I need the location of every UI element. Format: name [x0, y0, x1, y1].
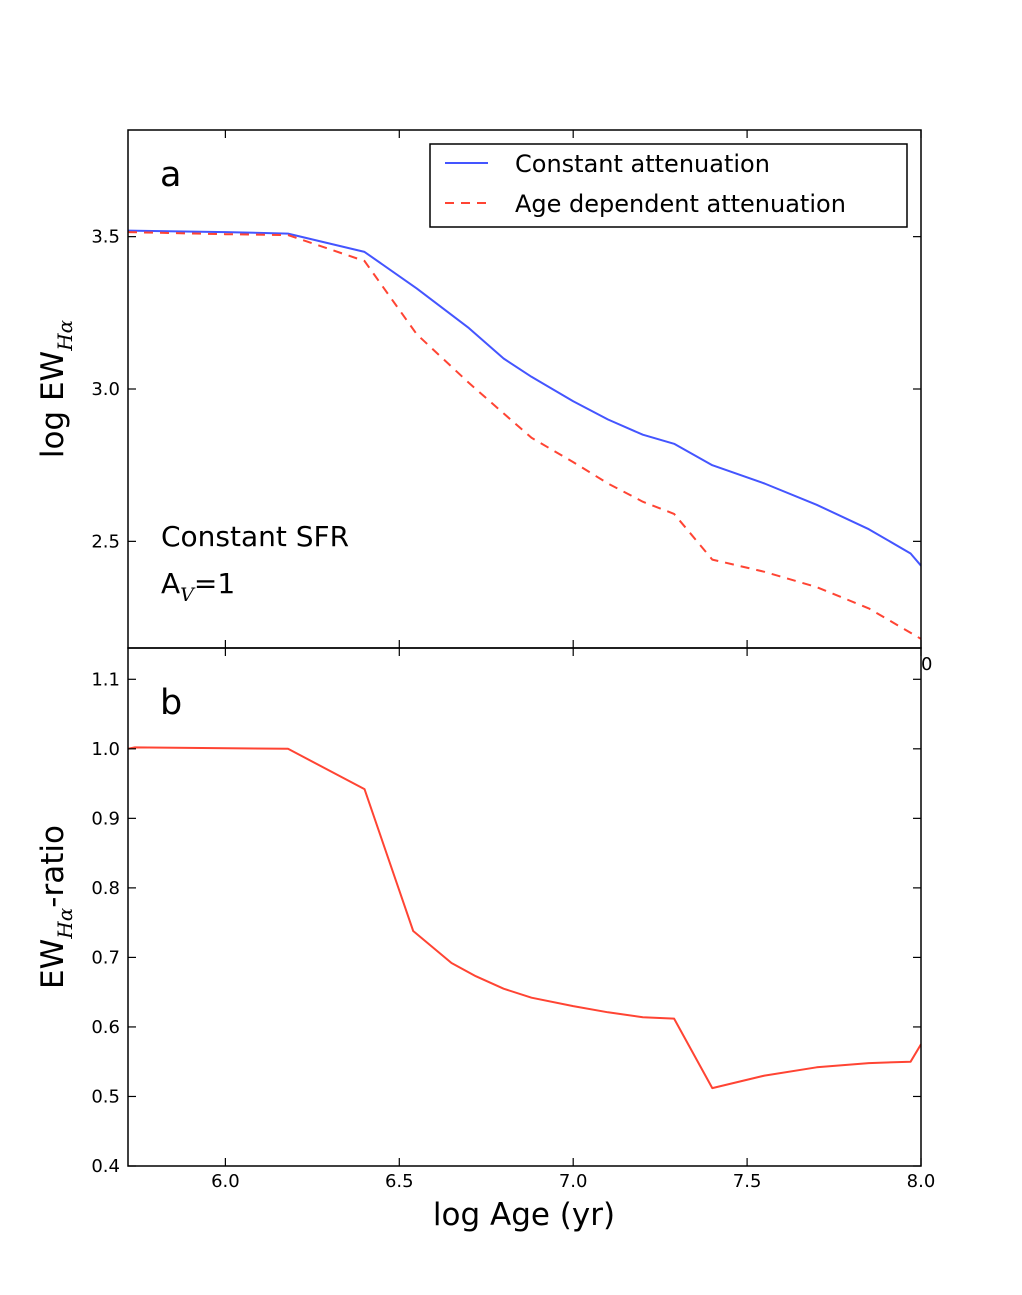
- x-tick-label: 8.0: [907, 1171, 936, 1192]
- legend-frame: [429, 143, 908, 228]
- svg-text:log EWHα: log EWHα: [35, 319, 77, 458]
- y-tick-label: 3.5: [91, 227, 120, 248]
- series-line-ew-ratio: [128, 746, 921, 1090]
- y-tick-label: 0.7: [91, 947, 120, 968]
- panel-b-chart: 0.40.50.60.70.80.91.01.16.0 6.5 7.0 7.5 8.0 …: [35, 647, 935, 1233]
- constant-sfr-annotation: Constant SFR AV=1: [161, 520, 349, 606]
- y-tick-label: 0.8: [91, 878, 120, 899]
- y-tick-label: 1.1: [91, 669, 120, 690]
- panel-b-letter: b: [160, 683, 182, 723]
- legend-label-constant: Constant attenuation: [515, 150, 770, 178]
- y-tick-label: 1.0: [91, 739, 120, 760]
- panel-b-ylabel: EWHα-ratio: [35, 825, 77, 989]
- y-tick-label: 0.9: [91, 808, 120, 829]
- panel-a-series-group: [128, 229, 921, 640]
- series-line-constant-attenuation: [128, 229, 921, 567]
- panel-b-series-group: [128, 746, 921, 1090]
- annotation-constant-sfr: Constant SFR: [161, 520, 349, 553]
- panel-a-letter: a: [160, 155, 181, 195]
- y-tick-label: 0.6: [91, 1017, 120, 1038]
- legend-label-age-dependent: Age dependent attenuation: [515, 190, 846, 218]
- stray-tick-label: 0: [921, 654, 932, 675]
- panel-b-ticks: 0.4 0.5 0.6 0.7 0.8 0.9 1.0 1.1 6.0 6.5 7.0 7.5 8.0: [91, 648, 935, 1192]
- panel-a-ylabel: log EWHα: [35, 319, 77, 458]
- series-line-age-dependent-attenuation: [128, 231, 921, 640]
- svg-text:EWHα-ratio: EWHα-ratio: [35, 825, 77, 989]
- x-tick-label: 7.5: [733, 1171, 762, 1192]
- x-tick-label: 6.0: [211, 1171, 240, 1192]
- x-axis-label: log Age (yr): [433, 1197, 615, 1233]
- panel-b-frame: [127, 647, 922, 1167]
- panel-a-ticks: 2.5 3.0 3.5: [91, 130, 922, 648]
- y-tick-label: 0.4: [91, 1156, 120, 1177]
- x-tick-label: 7.0: [559, 1171, 588, 1192]
- panel-a-chart: 2.5 3.0 3.5 a log EWHα Constant SFR AV=1 C…: [35, 129, 932, 675]
- y-tick-label: 0.5: [91, 1086, 120, 1107]
- annotation-av: AV=1: [161, 567, 235, 606]
- legend: Constant attenuation Age dependent atten…: [429, 143, 908, 228]
- y-tick-label: 3.0: [91, 379, 120, 400]
- y-tick-label: 2.5: [91, 531, 120, 552]
- x-tick-label: 6.5: [385, 1171, 414, 1192]
